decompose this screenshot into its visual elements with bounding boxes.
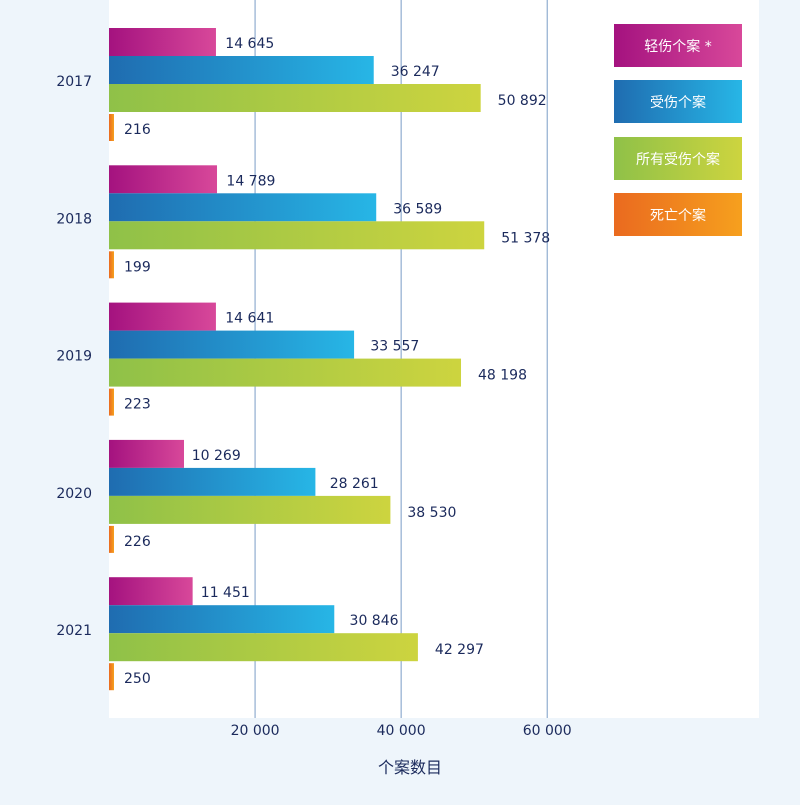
data-label: 33 557 <box>370 339 419 355</box>
data-label: 42 297 <box>435 642 484 658</box>
data-label: 30 846 <box>350 613 399 629</box>
bar <box>109 663 114 691</box>
x-axis-title: 个案数目 <box>377 758 442 777</box>
legend-label: 死亡个案 <box>650 207 706 224</box>
bar <box>109 193 377 222</box>
x-tick-label: 60 000 <box>523 723 572 739</box>
data-label: 11 451 <box>201 585 250 601</box>
data-label: 51 378 <box>501 230 550 246</box>
y-tick-label: 2021 <box>56 623 92 639</box>
bar <box>109 495 391 524</box>
bar <box>109 114 114 141</box>
legend-label: 受伤个案 <box>650 94 706 111</box>
legend-label: 轻伤个案 * <box>644 38 712 55</box>
data-label: 36 247 <box>391 64 440 80</box>
bar <box>109 467 316 496</box>
bar <box>109 358 462 387</box>
data-label: 199 <box>124 259 151 275</box>
bar <box>109 439 184 468</box>
data-label: 28 261 <box>330 476 379 492</box>
data-label: 14 645 <box>225 36 274 52</box>
bar <box>109 302 216 331</box>
data-label: 250 <box>124 671 151 687</box>
bar <box>109 165 218 194</box>
data-label: 223 <box>124 397 151 413</box>
data-label: 50 892 <box>498 93 547 109</box>
bar <box>109 221 485 250</box>
y-tick-label: 2018 <box>56 211 92 227</box>
legend-item-minor-injury: 轻伤个案 * <box>614 24 742 67</box>
bar <box>109 330 355 359</box>
bar <box>109 56 374 84</box>
y-tick-label: 2020 <box>56 486 92 502</box>
data-label: 226 <box>124 534 151 550</box>
bar <box>109 84 481 112</box>
bar <box>109 577 193 606</box>
legend-label: 所有受伤个案 <box>636 151 720 168</box>
bar <box>109 525 114 553</box>
x-tick-label: 40 000 <box>377 723 426 739</box>
data-label: 48 198 <box>478 368 527 384</box>
x-tick-label: 20 000 <box>231 723 280 739</box>
bar <box>109 251 114 279</box>
data-label: 216 <box>124 122 151 138</box>
y-tick-label: 2017 <box>56 74 92 90</box>
y-tick-label: 2019 <box>56 349 92 365</box>
bar <box>109 28 216 56</box>
data-label: 36 589 <box>393 201 442 217</box>
bar <box>109 388 114 416</box>
bar <box>109 633 418 662</box>
data-label: 14 789 <box>226 173 275 189</box>
bar <box>109 605 335 634</box>
data-label: 14 641 <box>225 311 274 327</box>
data-label: 10 269 <box>192 448 241 464</box>
legend-item-injury: 受伤个案 <box>614 80 742 123</box>
data-label: 38 530 <box>407 505 456 521</box>
legend-item-all-injury: 所有受伤个案 <box>614 137 742 180</box>
legend-item-death: 死亡个案 <box>614 193 742 236</box>
